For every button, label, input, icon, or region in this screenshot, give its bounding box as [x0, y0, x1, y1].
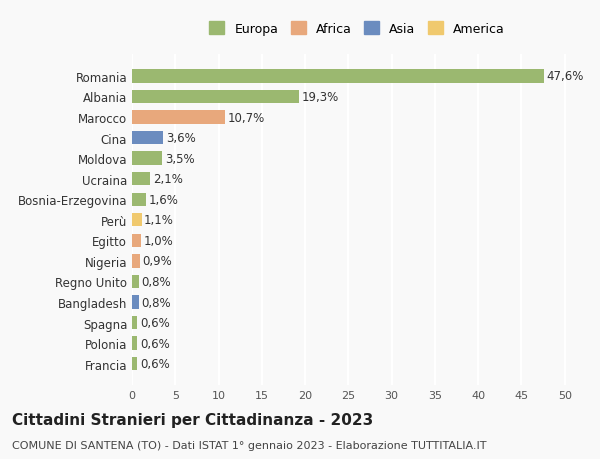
- Text: 0,6%: 0,6%: [140, 337, 170, 350]
- Text: 47,6%: 47,6%: [547, 70, 584, 83]
- Bar: [132, 152, 162, 165]
- Bar: [132, 357, 137, 370]
- Bar: [132, 234, 140, 247]
- Text: 0,8%: 0,8%: [142, 296, 171, 309]
- Text: 0,8%: 0,8%: [142, 275, 171, 288]
- Bar: [132, 132, 163, 145]
- Text: COMUNE DI SANTENA (TO) - Dati ISTAT 1° gennaio 2023 - Elaborazione TUTTITALIA.IT: COMUNE DI SANTENA (TO) - Dati ISTAT 1° g…: [12, 440, 487, 450]
- Text: 0,6%: 0,6%: [140, 316, 170, 330]
- Bar: [132, 173, 150, 186]
- Text: 1,0%: 1,0%: [143, 235, 173, 247]
- Bar: [132, 296, 139, 309]
- Text: 3,6%: 3,6%: [166, 132, 196, 145]
- Text: Cittadini Stranieri per Cittadinanza - 2023: Cittadini Stranieri per Cittadinanza - 2…: [12, 412, 373, 427]
- Bar: [132, 255, 140, 268]
- Text: 3,5%: 3,5%: [165, 152, 194, 165]
- Bar: [132, 90, 299, 104]
- Text: 2,1%: 2,1%: [153, 173, 182, 186]
- Bar: [132, 337, 137, 350]
- Bar: [132, 275, 139, 289]
- Text: 10,7%: 10,7%: [227, 111, 265, 124]
- Bar: [132, 213, 142, 227]
- Bar: [132, 111, 224, 124]
- Bar: [132, 70, 544, 84]
- Text: 0,9%: 0,9%: [142, 255, 172, 268]
- Legend: Europa, Africa, Asia, America: Europa, Africa, Asia, America: [206, 18, 508, 39]
- Text: 19,3%: 19,3%: [302, 91, 339, 104]
- Text: 1,6%: 1,6%: [148, 193, 178, 206]
- Bar: [132, 193, 146, 207]
- Text: 0,6%: 0,6%: [140, 358, 170, 370]
- Text: 1,1%: 1,1%: [144, 214, 174, 227]
- Bar: [132, 316, 137, 330]
